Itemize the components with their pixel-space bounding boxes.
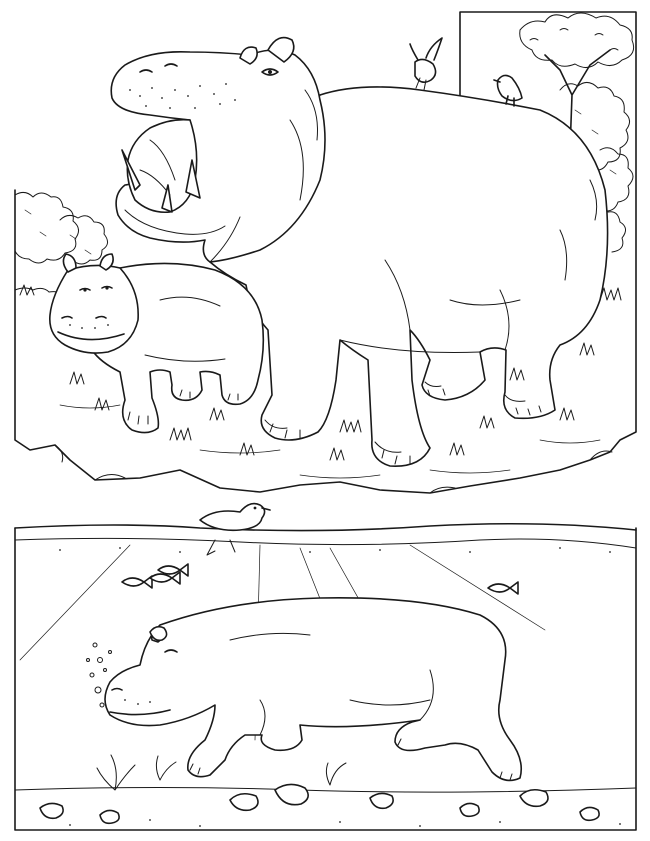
baby-hippo (48, 253, 265, 434)
adult-hippo (110, 36, 609, 467)
tree-illustration (519, 12, 635, 151)
swimming-hippo (104, 597, 523, 782)
bushes-left (14, 191, 108, 307)
top-panel (14, 11, 637, 494)
bird-perched (493, 74, 523, 107)
riverbed (14, 783, 637, 827)
muzzle-speckles (129, 83, 236, 109)
duck (199, 502, 271, 556)
bottom-panel (14, 522, 637, 831)
grass-tufts (19, 284, 622, 479)
fish-group (121, 563, 519, 595)
bubbles (86, 642, 112, 708)
bird-flying (409, 37, 443, 91)
